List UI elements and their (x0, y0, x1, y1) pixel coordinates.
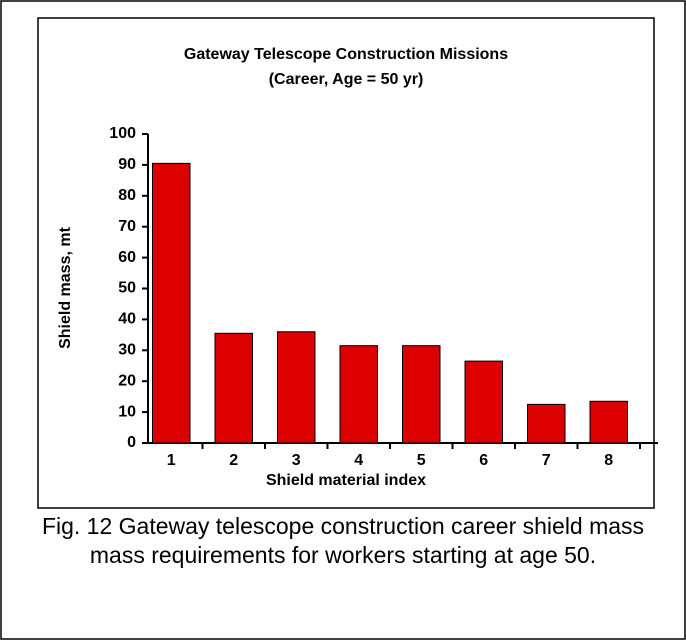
y-axis-label: Shield mass, mt (57, 226, 74, 348)
y-tick-label: 50 (118, 280, 136, 297)
bar (277, 331, 316, 444)
bar (402, 345, 441, 444)
y-tick-label: 0 (127, 434, 136, 451)
y-tick-label: 40 (118, 311, 136, 328)
y-tick-label: 80 (118, 187, 136, 204)
caption: Fig. 12 Gateway telescope construction c… (41, 513, 645, 568)
x-tick-label: 2 (229, 452, 238, 469)
y-tick-label: 70 (118, 218, 136, 235)
chart-subtitle: (Career, Age = 50 yr) (269, 71, 424, 88)
bar (214, 332, 253, 444)
y-tick-label: 90 (118, 156, 136, 173)
x-tick-label: 8 (604, 452, 613, 469)
chart-title: Gateway Telescope Construction Missions (184, 46, 508, 63)
chart-border (37, 17, 655, 509)
x-tick-label: 5 (417, 452, 426, 469)
y-tick-label: 100 (109, 125, 136, 142)
y-tick-label: 30 (118, 342, 136, 359)
bar (339, 345, 378, 444)
x-tick-label: 6 (479, 452, 488, 469)
y-tick-label: 20 (118, 372, 136, 389)
x-tick-label: 1 (167, 452, 176, 469)
bar (464, 360, 503, 444)
bar (527, 403, 566, 444)
x-tick-label: 7 (542, 452, 551, 469)
x-tick-label: 4 (354, 452, 363, 469)
x-tick-label: 3 (292, 452, 301, 469)
y-tick-label: 10 (118, 403, 136, 420)
bar (589, 400, 628, 444)
x-axis-label: Shield material index (266, 472, 426, 489)
bar (152, 162, 191, 444)
y-tick-label: 60 (118, 249, 136, 266)
